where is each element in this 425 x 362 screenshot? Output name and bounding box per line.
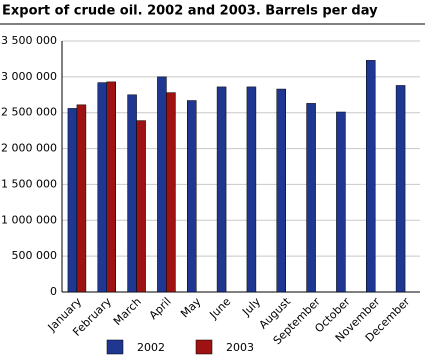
legend-swatch — [195, 339, 213, 355]
bar — [395, 85, 406, 293]
bar — [136, 120, 146, 293]
bar — [216, 86, 227, 293]
y-tick-label: 3 500 000 — [1, 34, 57, 47]
bar — [246, 86, 257, 293]
bar — [67, 108, 78, 293]
legend-swatch — [106, 339, 124, 355]
y-tick-label: 3 000 000 — [1, 70, 57, 83]
chart-title: Export of crude oil. 2002 and 2003. Barr… — [2, 4, 378, 19]
x-tick-label: July — [239, 295, 263, 319]
y-tick-label: 500 000 — [12, 249, 58, 262]
bar — [97, 82, 107, 293]
bar — [306, 103, 316, 293]
legend-label: 2003 — [226, 341, 254, 354]
bar — [187, 100, 197, 293]
x-tick-label: March — [111, 295, 144, 328]
bar — [336, 111, 346, 293]
bar — [166, 92, 176, 293]
y-tick-label: 0 — [50, 285, 57, 298]
bar — [276, 88, 286, 293]
y-tick-label: 2 000 000 — [1, 142, 57, 155]
y-tick-label: 2 500 000 — [1, 106, 57, 119]
y-tick-label: 1 500 000 — [1, 177, 57, 190]
bar — [106, 81, 116, 293]
x-tick-label: June — [206, 295, 233, 322]
bar — [127, 94, 137, 293]
bar — [76, 104, 87, 293]
y-tick-label: 1 000 000 — [1, 213, 57, 226]
x-tick-label: April — [147, 295, 174, 322]
legend-label: 2002 — [137, 341, 165, 354]
x-tick-label: May — [178, 295, 204, 321]
bar — [157, 76, 167, 293]
bar — [366, 60, 376, 293]
